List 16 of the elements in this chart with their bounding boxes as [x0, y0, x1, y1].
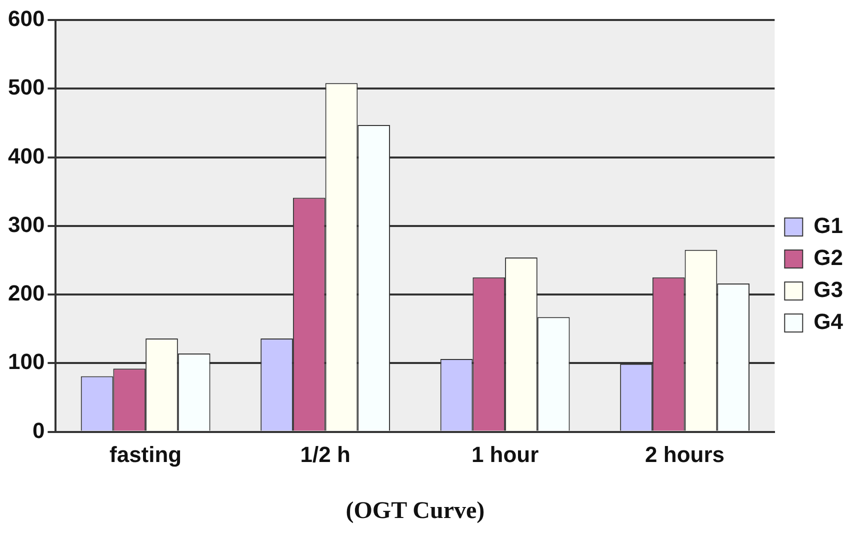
- y-tick-label: 300: [8, 212, 45, 237]
- y-tick-label: 100: [8, 349, 45, 374]
- y-tick-label: 400: [8, 143, 45, 168]
- y-tick-label: 500: [8, 74, 45, 100]
- legend-label: G3: [814, 277, 844, 302]
- legend-label: G1: [814, 213, 844, 238]
- x-tick-label: fasting: [110, 442, 182, 468]
- y-tick-label: 0: [32, 418, 45, 443]
- y-tick-label: 600: [8, 6, 45, 32]
- x-tick-label: 2 hours: [645, 442, 725, 468]
- x-tick-label: 1 hour: [471, 442, 540, 468]
- x-tick-label: 1/2 h: [300, 442, 350, 468]
- legend-label: G4: [814, 309, 844, 334]
- legend-label: G2: [814, 245, 844, 270]
- y-tick-label: 200: [8, 280, 45, 306]
- x-axis-title: (OGT Curve): [346, 498, 485, 524]
